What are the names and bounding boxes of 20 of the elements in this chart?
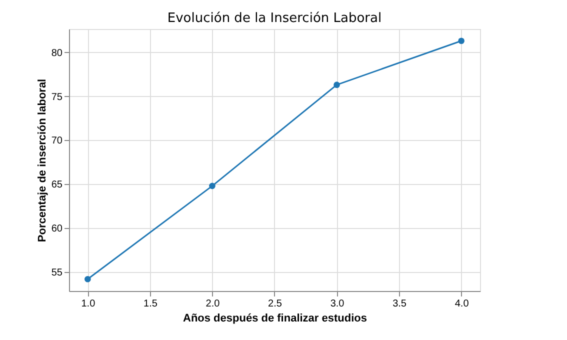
- x-tick-label: 1.5: [144, 298, 158, 310]
- x-tick-label: 1.0: [81, 298, 96, 310]
- point: [209, 182, 216, 190]
- point: [84, 276, 91, 282]
- x-tick-label: 3.0: [330, 298, 345, 310]
- y-tick-label: 80: [51, 48, 63, 59]
- chart-title: Evolución de la Inserción Laboral: [167, 11, 382, 26]
- x-tick-label: 4.0: [454, 298, 470, 310]
- point: [458, 38, 464, 44]
- y-tick-label: 65: [51, 180, 63, 191]
- y-tick-label: 60: [51, 224, 63, 235]
- y-axis-title: Porcentaje de inserción laboral: [36, 78, 48, 242]
- y-tick-label: 75: [51, 92, 63, 103]
- y-tick-label: 55: [51, 268, 63, 279]
- x-tick-label: 2.0: [206, 298, 220, 310]
- x-tick-label: 3.5: [392, 298, 407, 310]
- point: [334, 82, 340, 88]
- y-tick-label: 70: [51, 136, 63, 147]
- x-axis-title: Años después de finalizar estudios: [183, 312, 367, 324]
- x-tick-label: 2.5: [268, 298, 282, 310]
